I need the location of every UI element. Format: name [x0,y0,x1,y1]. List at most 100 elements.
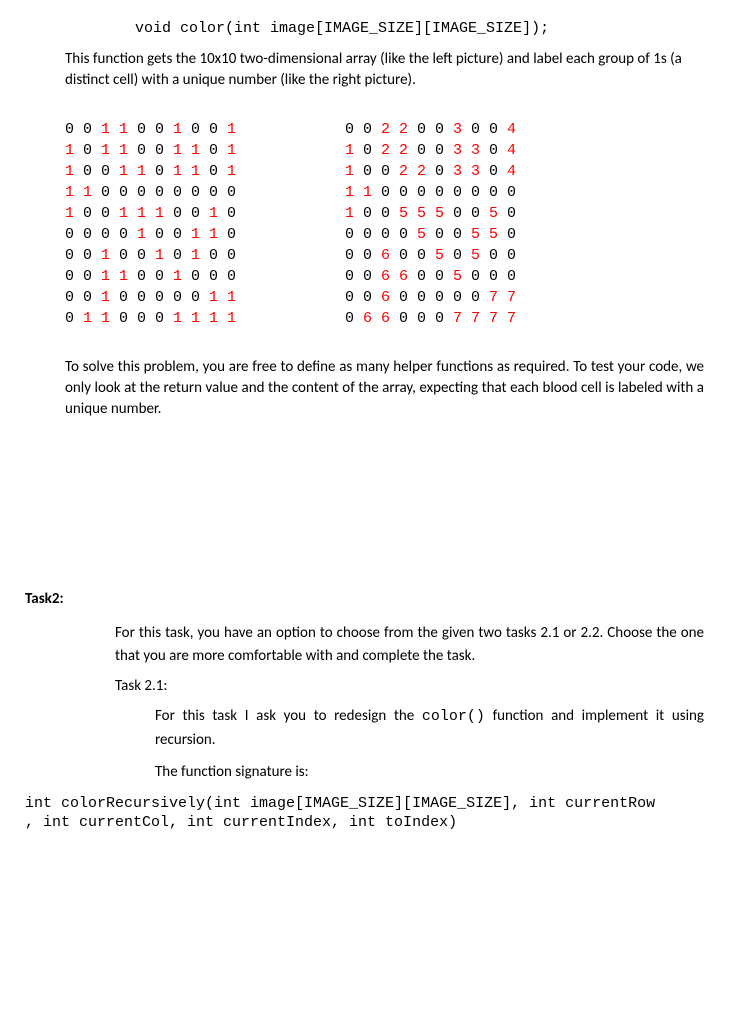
grid-cell: 1 [173,140,191,161]
grid-cell: 6 [399,266,417,287]
grid-cell: 0 [155,266,173,287]
grid-cell: 0 [471,266,489,287]
grid-cell: 0 [155,224,173,245]
grid-cell: 7 [489,308,507,329]
grid-cell: 0 [345,287,363,308]
grid-cell: 0 [137,287,155,308]
grid-row: 0011001001 [65,119,245,140]
grid-cell: 5 [453,266,471,287]
function-declaration: void color(int image[IMAGE_SIZE][IMAGE_S… [135,20,714,37]
grid-cell: 3 [453,140,471,161]
grid-cell: 0 [489,161,507,182]
grid-cell: 0 [399,224,417,245]
function-signature: int colorRecursively(int image[IMAGE_SIZ… [25,794,714,833]
grid-cell: 1 [209,287,227,308]
grid-cell: 1 [209,308,227,329]
grid-cell: 0 [399,182,417,203]
grid-row: 0022003004 [345,119,525,140]
grid-cell: 5 [417,203,435,224]
grid-cell: 0 [363,266,381,287]
grid-cell: 0 [83,287,101,308]
grid-cell: 0 [435,287,453,308]
grid-cell: 0 [155,140,173,161]
grid-row: 0000500550 [345,224,525,245]
grid-cell: 1 [65,182,83,203]
grid-cell: 0 [435,308,453,329]
grid-cell: 0 [471,203,489,224]
grid-cell: 1 [191,140,209,161]
grid-cell: 0 [119,182,137,203]
grid-cell: 0 [363,245,381,266]
grid-cell: 0 [65,287,83,308]
grid-cell: 0 [417,140,435,161]
grid-cell: 0 [83,203,101,224]
grid-row: 1005550050 [345,203,525,224]
grid-cell: 0 [363,224,381,245]
grid-cell: 5 [471,224,489,245]
grid-cell: 1 [227,140,245,161]
grid-cell: 6 [381,287,399,308]
grid-cell: 0 [101,182,119,203]
grid-cell: 1 [101,308,119,329]
grid-cell: 0 [435,224,453,245]
grid-cell: 0 [137,245,155,266]
grid-row: 1022003304 [345,140,525,161]
grid-cell: 0 [507,245,525,266]
grid-cell: 0 [417,266,435,287]
grid-cell: 2 [381,140,399,161]
grid-cell: 0 [417,119,435,140]
grid-cell: 1 [227,308,245,329]
grid-cell: 0 [101,224,119,245]
grid-cell: 2 [381,119,399,140]
grid-cell: 0 [227,182,245,203]
grid-cell: 0 [101,161,119,182]
grid-cell: 2 [399,161,417,182]
grid-cell: 0 [435,266,453,287]
grid-cell: 0 [489,266,507,287]
grid-cell: 0 [345,266,363,287]
grid-cell: 4 [507,140,525,161]
grid-cell: 0 [345,308,363,329]
grid-cell: 0 [363,287,381,308]
grid-cell: 5 [399,203,417,224]
grid-cell: 1 [363,182,381,203]
grid-cell: 0 [399,287,417,308]
grid-cell: 2 [417,161,435,182]
grid-cell: 1 [345,203,363,224]
grid-cell: 0 [83,245,101,266]
grid-cell: 0 [209,140,227,161]
grid-cell: 1 [119,203,137,224]
grid-cell: 0 [435,182,453,203]
grid-cell: 0 [155,287,173,308]
grid-cell: 0 [399,308,417,329]
grid-cell: 0 [119,245,137,266]
task21-p1-text-a: For this task I ask you to redesign the [155,707,422,725]
grid-cell: 0 [209,182,227,203]
grid-cell: 5 [417,224,435,245]
grid-cell: 7 [453,308,471,329]
grid-cell: 7 [507,287,525,308]
grid-cell: 0 [173,287,191,308]
grid-cell: 0 [381,203,399,224]
grid-cell: 1 [191,308,209,329]
grid-cell: 0 [119,287,137,308]
grid-cell: 0 [345,245,363,266]
grid-cell: 0 [489,140,507,161]
grid-cell: 0 [209,266,227,287]
grid-row: 0010010100 [65,245,245,266]
grid-cell: 0 [137,308,155,329]
grid-cell: 0 [65,308,83,329]
grid-cell: 0 [435,119,453,140]
grid-cell: 7 [489,287,507,308]
grid-cell: 0 [173,182,191,203]
grid-cell: 0 [453,203,471,224]
grid-row: 0060000077 [345,287,525,308]
grid-cell: 0 [65,266,83,287]
grid-cell: 4 [507,119,525,140]
grid-cell: 0 [191,182,209,203]
grid-cell: 0 [119,308,137,329]
grid-cell: 0 [65,224,83,245]
grid-cell: 0 [507,266,525,287]
task2-intro: For this task, you have an option to cho… [115,622,704,667]
grid-cell: 0 [471,287,489,308]
